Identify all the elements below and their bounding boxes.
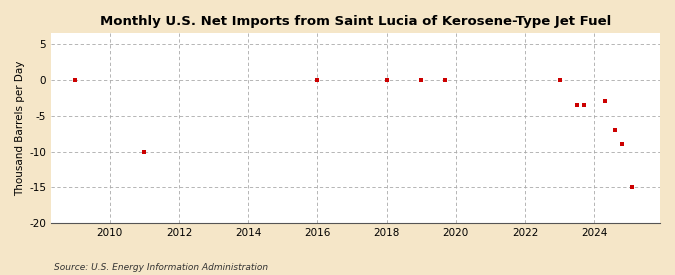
Point bbox=[610, 128, 620, 132]
Point bbox=[381, 78, 392, 82]
Point bbox=[416, 78, 427, 82]
Point bbox=[312, 78, 323, 82]
Point bbox=[599, 99, 610, 104]
Title: Monthly U.S. Net Imports from Saint Lucia of Kerosene-Type Jet Fuel: Monthly U.S. Net Imports from Saint Luci… bbox=[100, 15, 611, 28]
Text: Source: U.S. Energy Information Administration: Source: U.S. Energy Information Administ… bbox=[54, 263, 268, 272]
Point bbox=[616, 142, 627, 147]
Point bbox=[572, 103, 583, 107]
Point bbox=[578, 103, 589, 107]
Point bbox=[139, 149, 150, 154]
Y-axis label: Thousand Barrels per Day: Thousand Barrels per Day bbox=[15, 60, 25, 196]
Point bbox=[554, 78, 565, 82]
Point bbox=[440, 78, 451, 82]
Point bbox=[627, 185, 638, 189]
Point bbox=[70, 78, 80, 82]
